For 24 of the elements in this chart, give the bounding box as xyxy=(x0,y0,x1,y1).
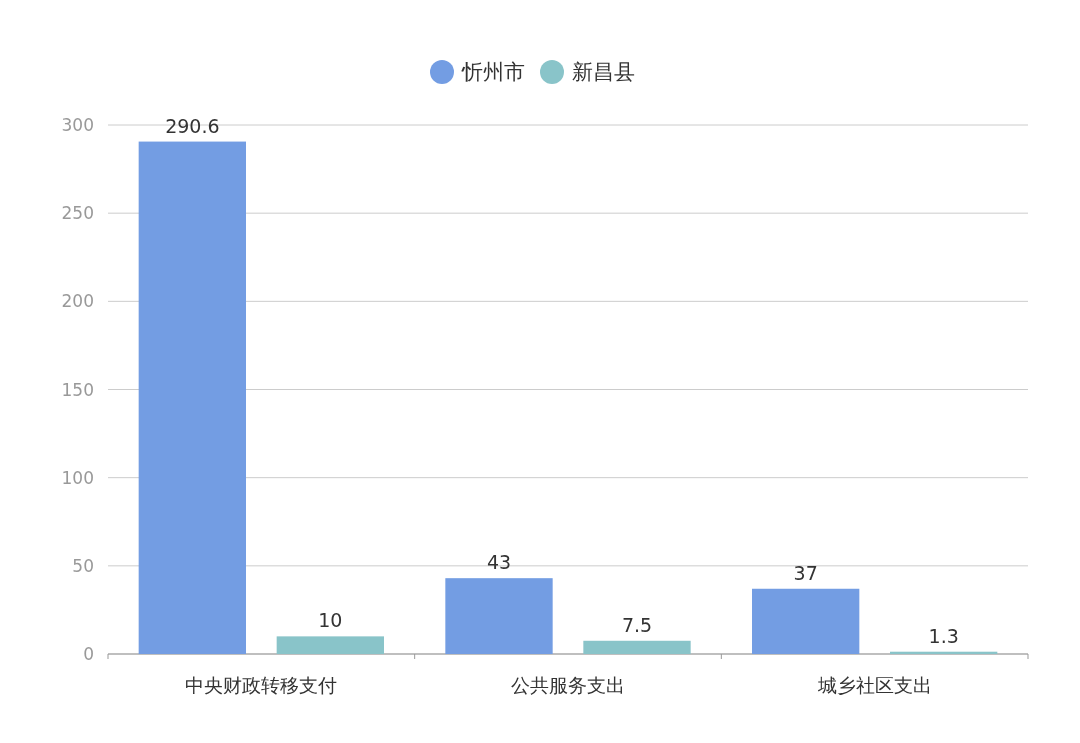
bar xyxy=(138,141,246,654)
bar xyxy=(276,636,384,654)
data-label: 290.6 xyxy=(165,114,220,137)
x-tick-label: 公共服务支出 xyxy=(511,674,625,696)
y-tick-label: 200 xyxy=(61,291,94,312)
data-label: 43 xyxy=(486,551,512,574)
y-tick-label: 150 xyxy=(61,379,94,400)
data-label: 1.3 xyxy=(928,624,959,647)
x-tick-label: 城乡社区支出 xyxy=(816,674,932,696)
新昌县: 10 7.5 1.3 xyxy=(276,609,998,654)
x-tick-label: 中央财政转移支付 xyxy=(185,674,338,696)
y-tick-label: 300 xyxy=(61,115,94,135)
legend-label: 新昌县 xyxy=(572,60,635,84)
data-label: 7.5 xyxy=(621,613,653,636)
y-tick-label: 100 xyxy=(61,467,94,488)
bar xyxy=(583,640,691,654)
y-tick-label: 0 xyxy=(83,644,94,664)
data-label: 10 xyxy=(318,609,343,632)
y-tick-label: 50 xyxy=(72,555,94,576)
legend-label: 忻州市 xyxy=(461,60,525,84)
data-label: 37 xyxy=(793,561,818,584)
bar xyxy=(752,588,860,654)
bar xyxy=(445,578,553,654)
y-tick-label: 250 xyxy=(61,203,94,224)
